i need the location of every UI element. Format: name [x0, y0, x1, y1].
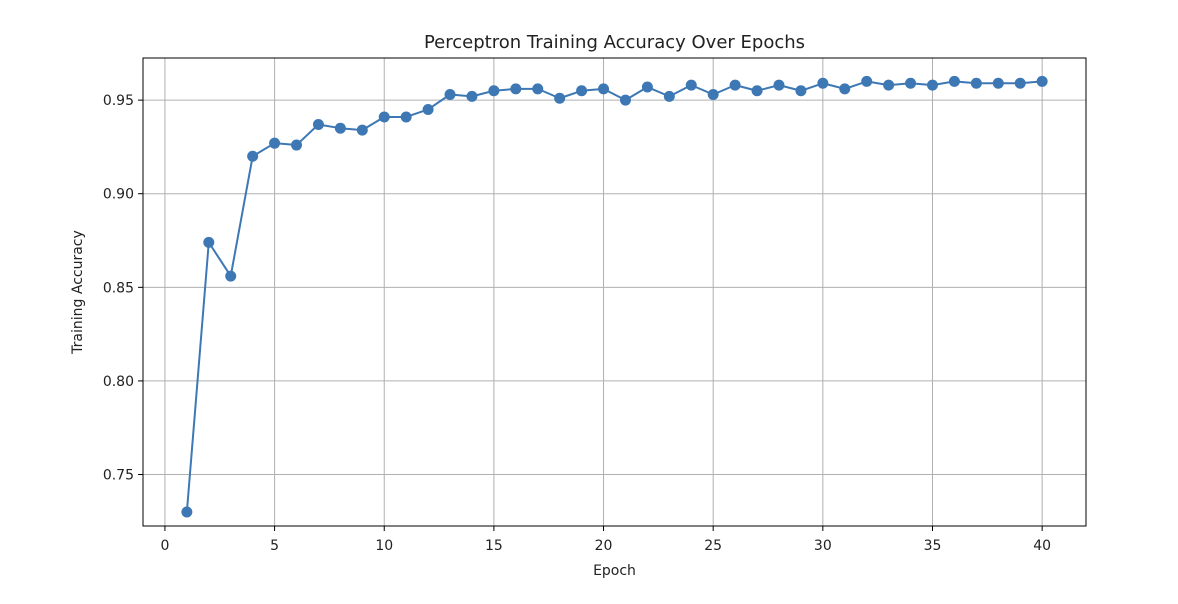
data-point	[422, 103, 434, 115]
data-point	[181, 506, 193, 518]
ticks: 0 5 10 15 20 25 30 35 40 0.75 0.80 0.85 0.90 0.95	[103, 93, 1051, 554]
series-line	[185, 80, 1043, 513]
series-layer	[181, 75, 1048, 518]
data-point	[554, 92, 566, 104]
data-point	[663, 90, 675, 102]
data-point	[729, 79, 741, 91]
data-point	[773, 79, 785, 91]
data-point	[905, 77, 917, 89]
data-point	[948, 75, 960, 87]
data-point	[378, 111, 390, 123]
y-tick-label: 0.75	[103, 468, 134, 484]
x-tick-label: 40	[1033, 538, 1051, 554]
data-point	[883, 79, 895, 91]
data-point	[400, 111, 412, 123]
x-tick-label: 30	[814, 538, 832, 554]
data-point	[334, 122, 346, 134]
data-point	[751, 85, 763, 97]
data-point	[619, 94, 631, 106]
x-tick-label: 10	[375, 538, 393, 554]
data-point	[970, 77, 982, 89]
plot-frame	[142, 57, 1087, 527]
y-tick-label: 0.80	[103, 374, 134, 390]
grid	[143, 58, 1086, 526]
data-point	[356, 124, 368, 136]
data-point	[576, 85, 588, 97]
data-point	[225, 270, 237, 282]
data-point	[488, 85, 500, 97]
data-point	[861, 75, 873, 87]
data-point	[795, 85, 807, 97]
data-point	[510, 83, 522, 95]
data-point	[291, 139, 303, 151]
y-tick-label: 0.95	[103, 93, 134, 109]
x-tick-label: 20	[595, 538, 613, 554]
x-axis-label: Epoch	[593, 563, 636, 579]
data-point	[992, 77, 1004, 89]
data-point	[466, 90, 478, 102]
data-point	[269, 137, 281, 149]
data-point	[707, 89, 719, 100]
data-point	[203, 236, 215, 248]
data-point	[247, 150, 259, 162]
data-point	[839, 83, 851, 95]
x-tick-label: 35	[924, 538, 942, 554]
data-point	[1014, 77, 1026, 89]
data-point	[926, 79, 938, 91]
y-tick-label: 0.90	[103, 187, 134, 203]
x-tick-label: 15	[485, 538, 503, 554]
x-tick-label: 0	[160, 538, 169, 554]
data-point	[1036, 75, 1048, 87]
chart-title: Perceptron Training Accuracy Over Epochs	[424, 32, 805, 53]
data-point	[817, 77, 829, 89]
data-point	[641, 81, 653, 93]
data-point	[532, 83, 544, 95]
data-point	[444, 89, 456, 100]
y-tick-label: 0.85	[103, 280, 134, 296]
y-axis-label: Training Accuracy	[70, 230, 86, 355]
x-tick-label: 5	[270, 538, 279, 554]
data-point	[685, 79, 697, 91]
data-point	[598, 83, 610, 95]
data-point	[312, 118, 324, 130]
x-tick-label: 25	[704, 538, 722, 554]
